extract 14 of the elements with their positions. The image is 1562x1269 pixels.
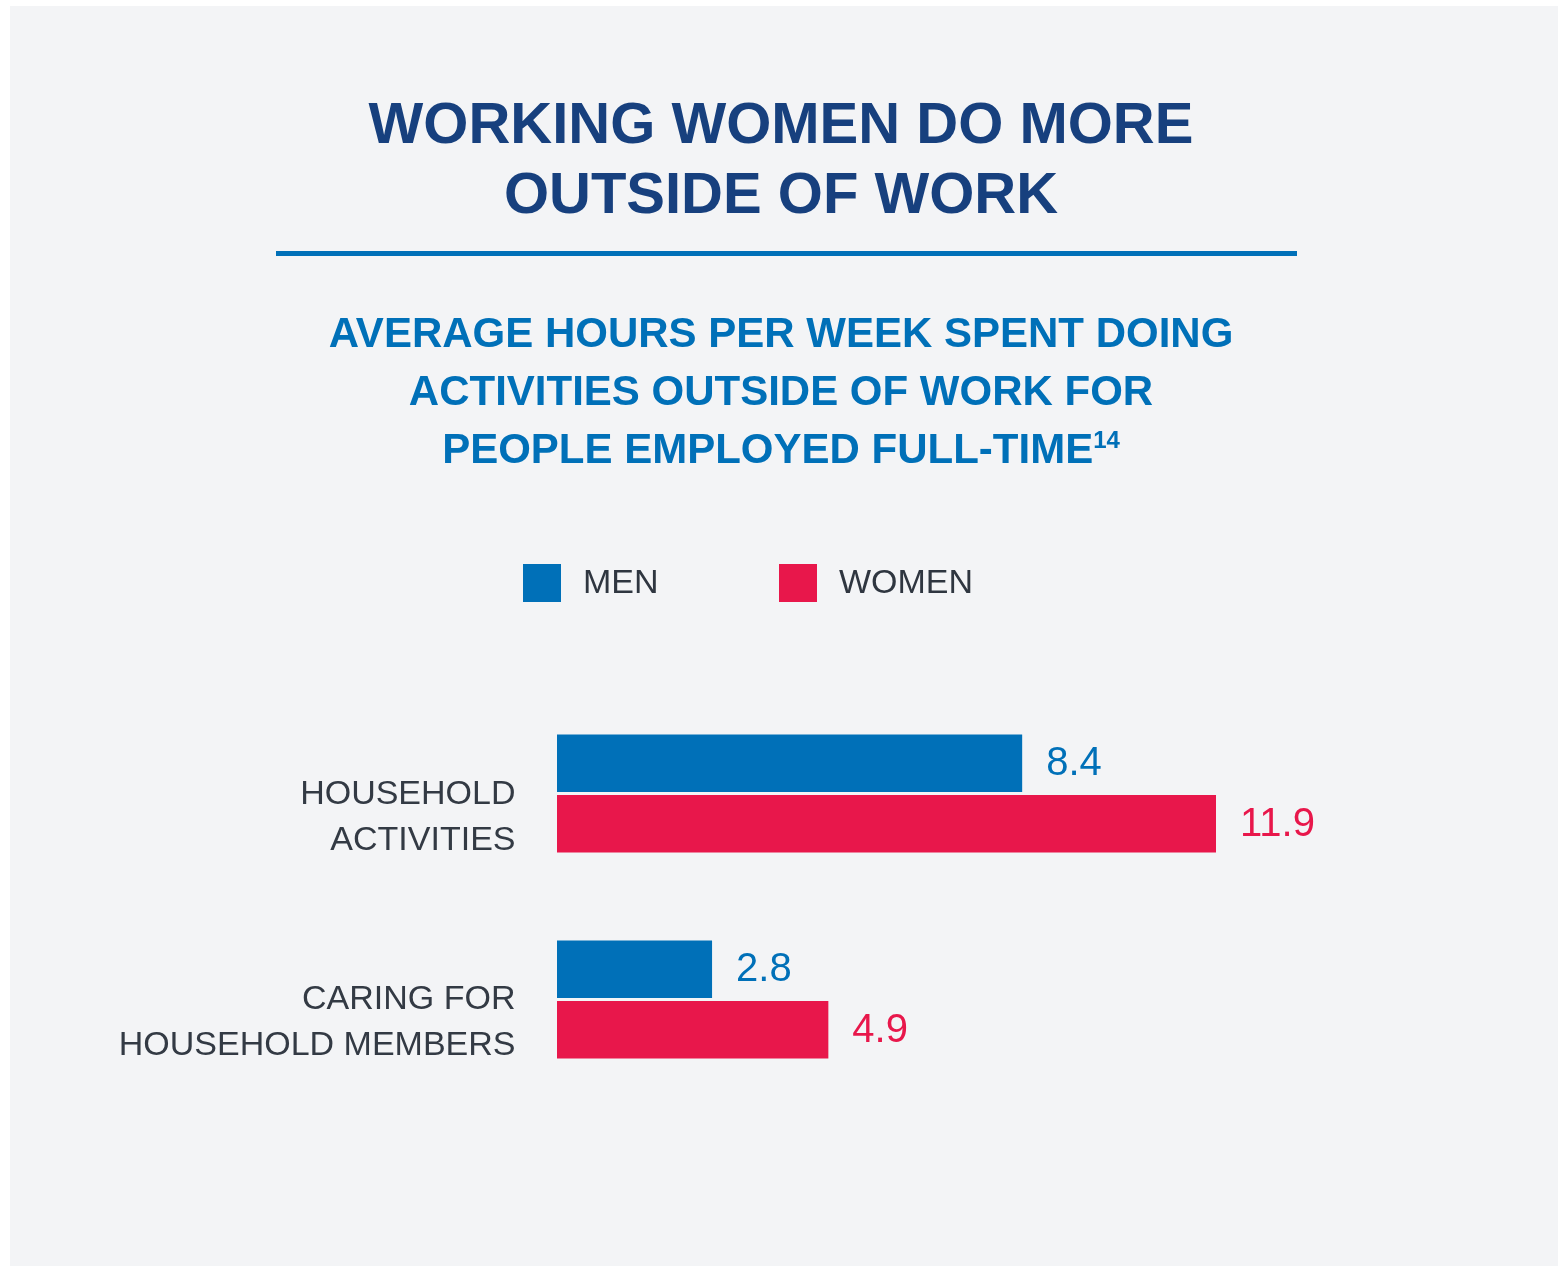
- bar: [557, 1000, 829, 1059]
- data-label: 4.9: [852, 1005, 908, 1050]
- data-label: 2.8: [736, 945, 792, 990]
- bar: [557, 795, 1216, 853]
- data-label: 8.4: [1046, 739, 1102, 784]
- legend-label: MEN: [583, 562, 659, 600]
- bar: [557, 940, 713, 998]
- chart-subtitle: AVERAGE HOURS PER WEEK SPENT DOING ACTIVITIES OUTSIDE OF WORK FOR PEOPLE EMPLOYED FULL-TIME$^{14}$: [327, 308, 1235, 474]
- chart-title: WORKING WOMEN DO MORE OUTSIDE OF WORK: [367, 89, 1195, 227]
- bar: [557, 734, 1023, 793]
- legend-label: WOMEN: [839, 562, 974, 600]
- y-tick-label: HOUSEHOLD ACTIVITIES: [300, 772, 516, 857]
- y-tick-label: CARING FOR HOUSEHOLD MEMBERS: [118, 978, 516, 1063]
- data-label: 11.9: [1240, 799, 1315, 844]
